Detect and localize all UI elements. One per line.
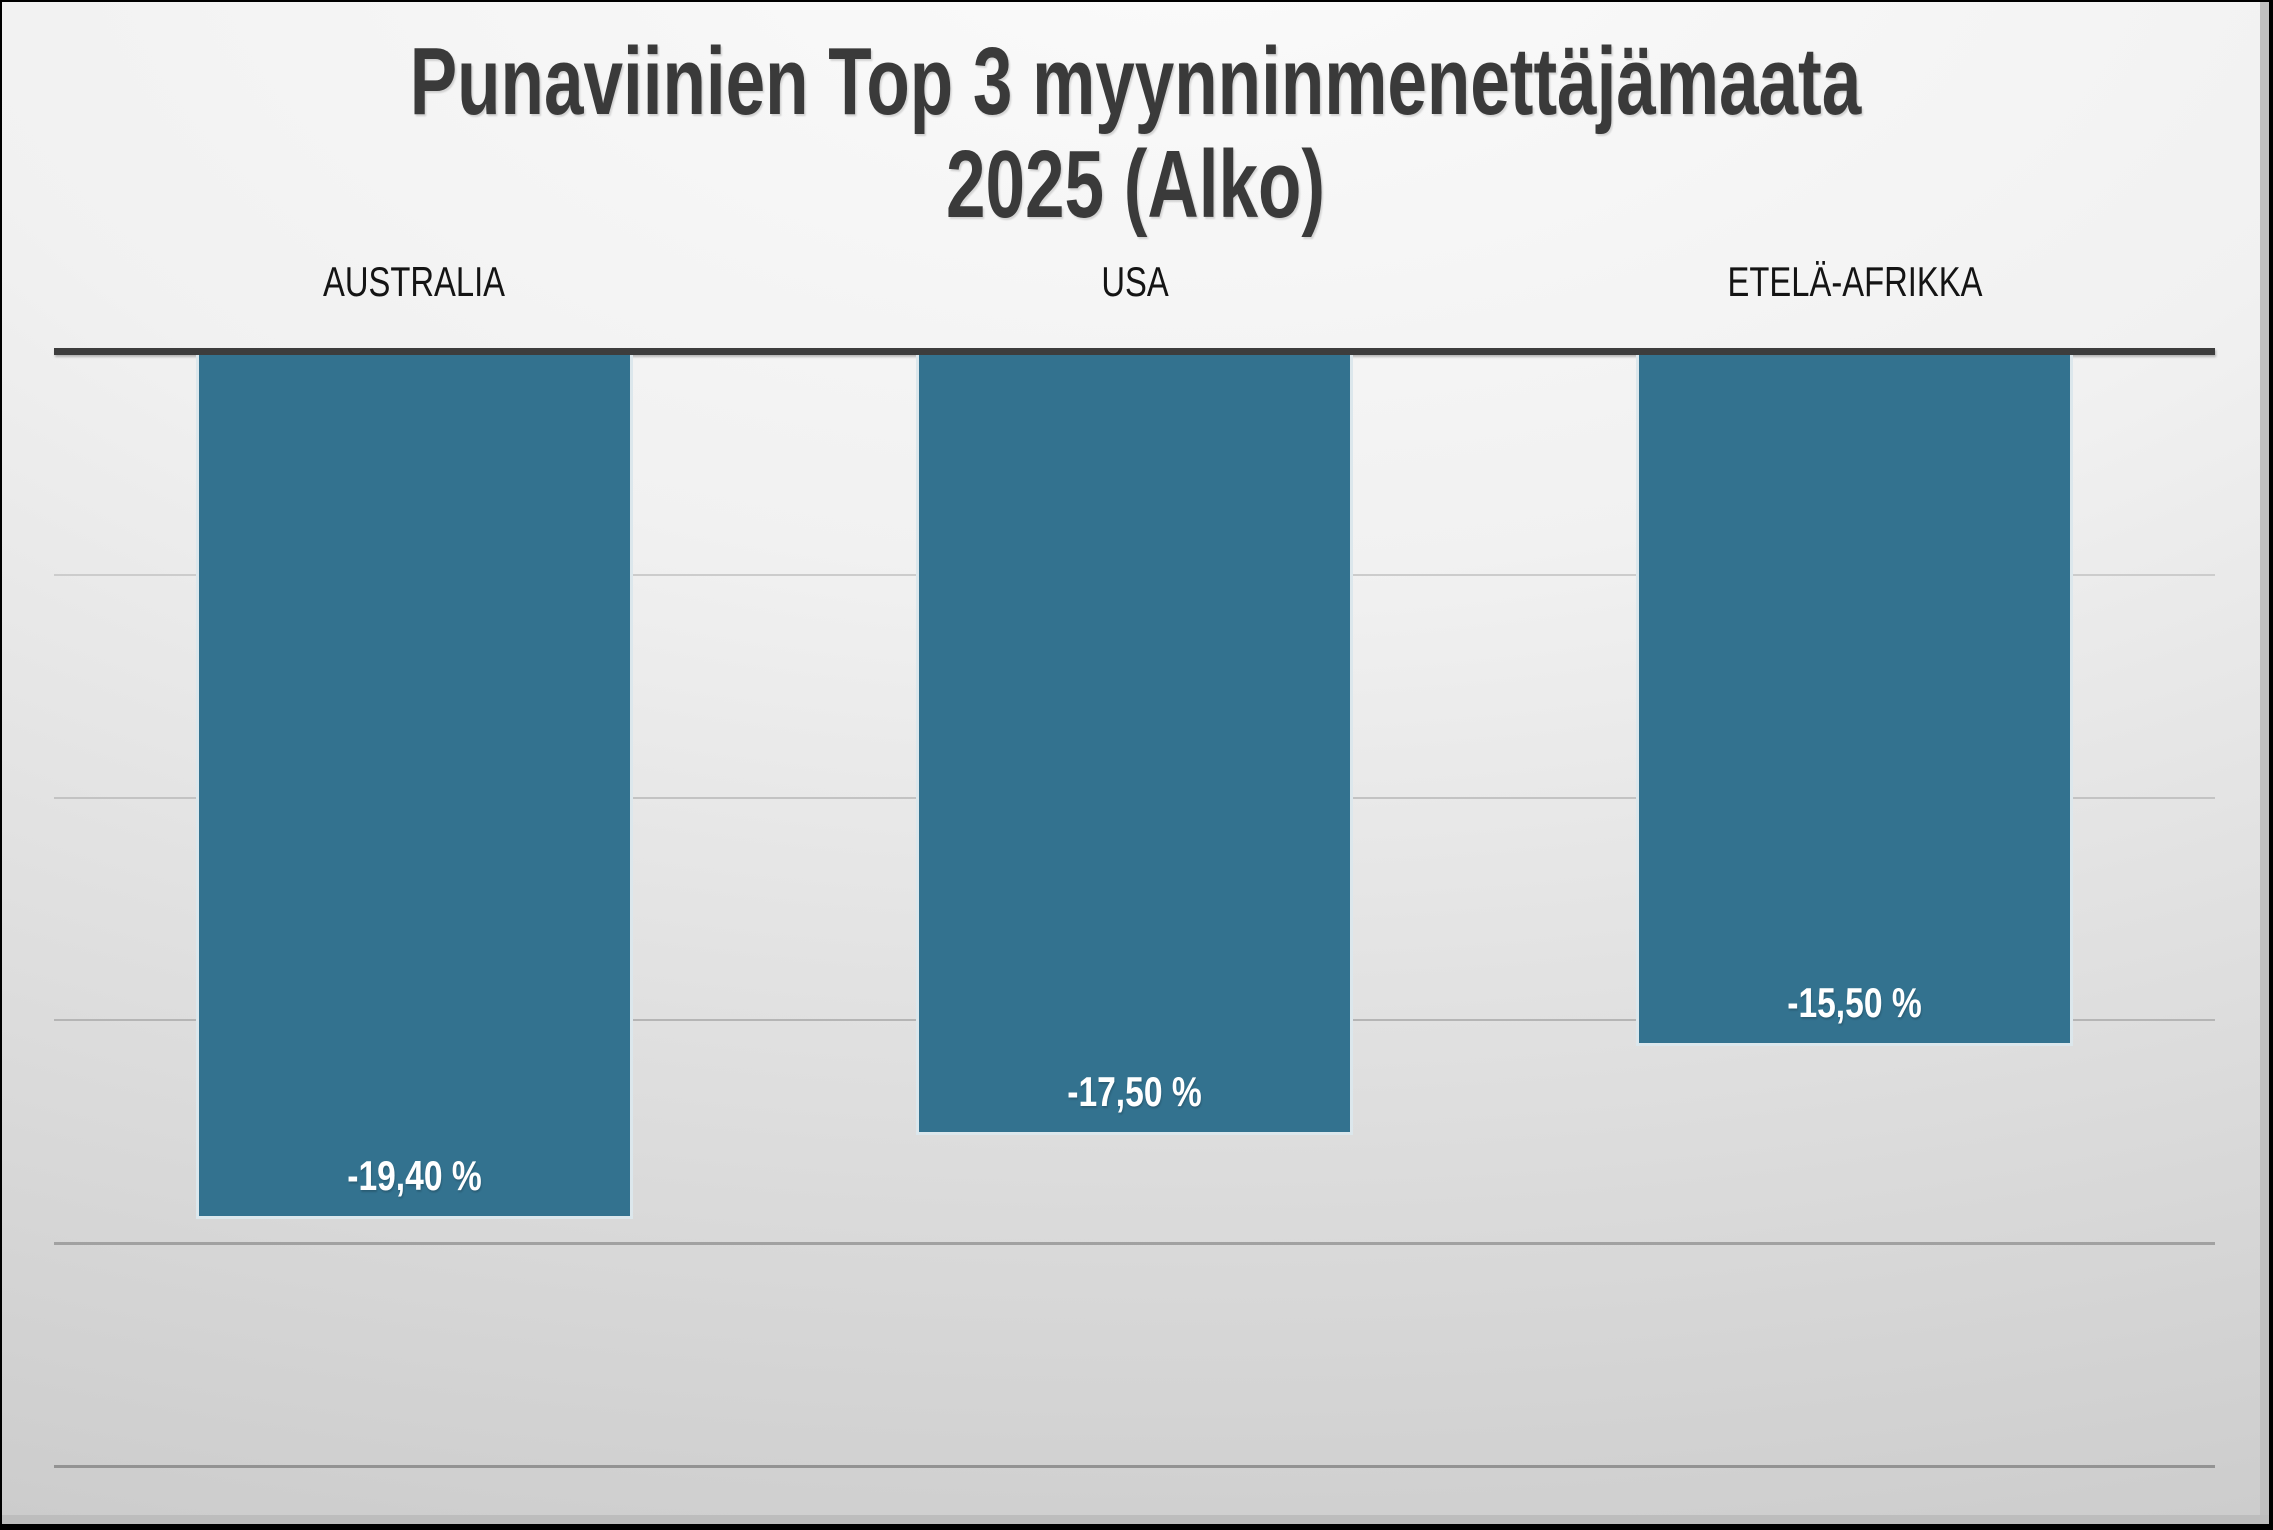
category-label: AUSTRALIA [323,258,506,305]
bar: -15,50 % [1636,355,2074,1046]
category-label: ETELÄ-AFRIKKA [1727,258,1983,305]
chart-title-line1: Punaviinien Top 3 myynninmenettäjämaata [409,28,1862,135]
bar-value-label: -15,50 % [1787,979,1923,1026]
slide-bottom-edge [2,1515,2269,1524]
chart-title: Punaviinien Top 3 myynninmenettäjämaata … [297,30,1975,236]
category-label: USA [1100,258,1169,305]
slide-right-edge [2260,2,2269,1524]
x-axis-line [54,348,2215,355]
bar: -19,40 % [195,355,633,1219]
chart-title-line2: 2025 (Alko) [945,131,1326,238]
bar-value-label: -17,50 % [1067,1068,1202,1115]
bar: -17,50 % [916,355,1353,1135]
gridline [54,1242,2215,1245]
bar-value-label: -19,40 % [346,1152,482,1199]
gridline [54,1464,2215,1468]
